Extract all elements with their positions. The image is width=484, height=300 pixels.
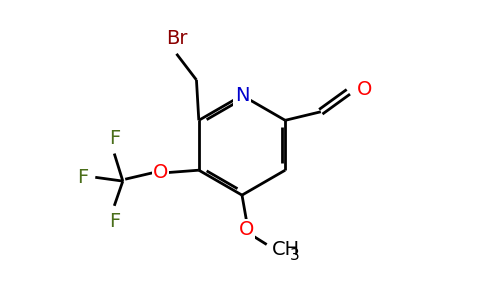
Text: O: O [239,220,255,239]
Text: F: F [108,129,120,148]
Text: F: F [108,212,120,230]
Text: O: O [357,80,372,99]
Text: O: O [153,163,168,182]
Text: 3: 3 [289,248,299,263]
Text: CH: CH [272,240,300,259]
Text: Br: Br [166,29,187,48]
Text: N: N [235,86,249,105]
Text: F: F [77,168,89,187]
